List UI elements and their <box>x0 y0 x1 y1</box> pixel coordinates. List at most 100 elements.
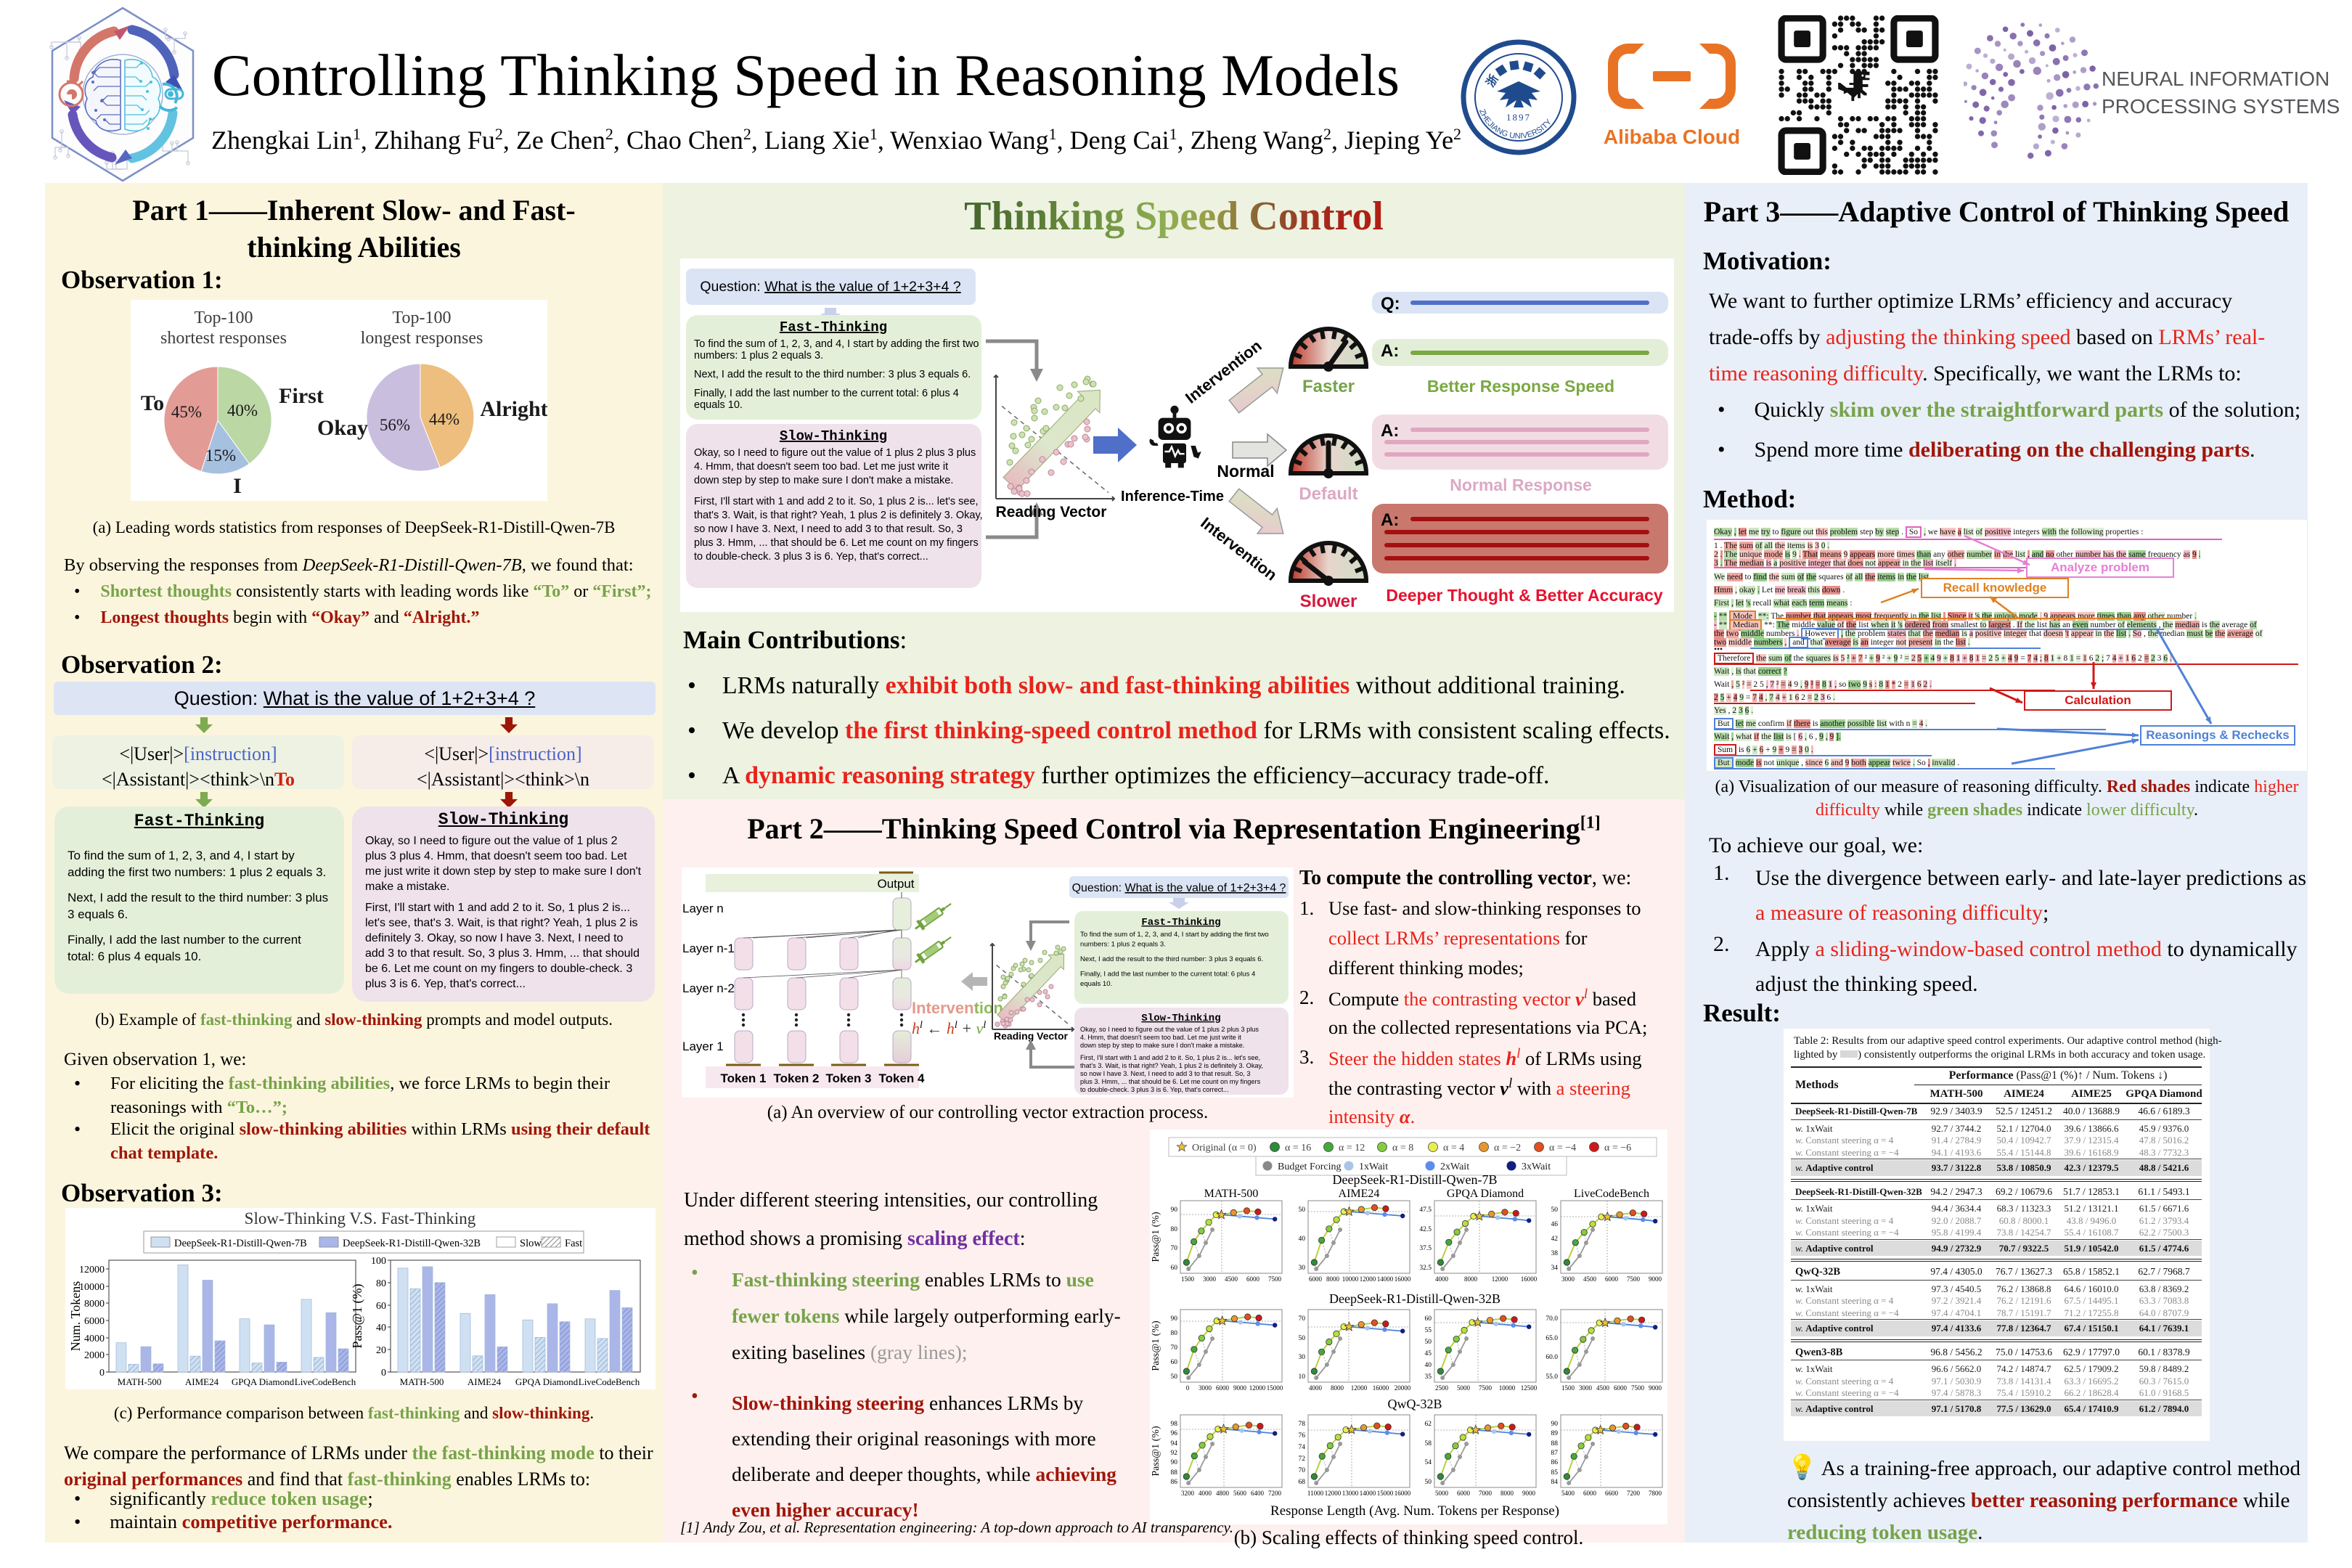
svg-text:to double-check. 3 plus 3 is 6: to double-check. 3 plus 3 is 6. Yep, tha… <box>694 551 928 563</box>
svg-text:4000: 4000 <box>1435 1275 1449 1283</box>
svg-text:14000: 14000 <box>1377 1275 1394 1283</box>
svg-text:0: 0 <box>1186 1384 1190 1392</box>
svg-text:14000: 14000 <box>1360 1490 1376 1497</box>
svg-text:Alright: Alright <box>480 397 547 421</box>
svg-text:38: 38 <box>1551 1250 1559 1257</box>
svg-text:4000: 4000 <box>1199 1490 1212 1497</box>
svg-text:1500: 1500 <box>1181 1275 1195 1283</box>
svg-text:plus 3. Hmm, ... that should b: plus 3. Hmm, ... that should be 6. Let m… <box>1080 1078 1261 1085</box>
svg-text:0: 0 <box>99 1368 105 1379</box>
svg-text:3000: 3000 <box>1199 1384 1212 1392</box>
svg-text:72: 72 <box>1299 1455 1306 1463</box>
svg-text:A:: A: <box>1381 510 1399 530</box>
svg-text:DeepSeek-R1-Distill-Qwen-32B: DeepSeek-R1-Distill-Qwen-32B <box>1329 1291 1500 1306</box>
svg-text:60: 60 <box>1171 1359 1178 1366</box>
svg-text:70: 70 <box>1299 1467 1306 1474</box>
svg-text:74: 74 <box>1299 1444 1306 1451</box>
svg-text:GPQA Diamond: GPQA Diamond <box>1447 1188 1524 1200</box>
svg-text:Q:: Q: <box>1381 294 1400 314</box>
svg-text:12000: 12000 <box>1325 1490 1342 1497</box>
svg-text:100: 100 <box>371 1256 386 1267</box>
svg-text:Finally, I add the last number: Finally, I add the last number to the cu… <box>694 388 959 399</box>
svg-text:Token 1: Token 1 <box>721 1071 767 1085</box>
svg-text:55: 55 <box>1425 1327 1432 1334</box>
svg-text:20: 20 <box>376 1345 386 1356</box>
svg-text:55.0: 55.0 <box>1545 1373 1558 1381</box>
svg-text:that's 3. Wait, is that right?: that's 3. Wait, is that right? Yeah, 1 p… <box>694 510 983 521</box>
svg-text:4500: 4500 <box>1596 1384 1610 1392</box>
svg-text:16000: 16000 <box>1395 1490 1411 1497</box>
svg-text:7500: 7500 <box>1268 1275 1282 1283</box>
svg-text:Next, I add the result to the: Next, I add the result to the third numb… <box>694 369 971 380</box>
svg-text:α = 4: α = 4 <box>1443 1143 1464 1153</box>
svg-text:Default: Default <box>1299 484 1357 504</box>
svg-text:Top-100: Top-100 <box>393 309 452 327</box>
svg-text:6000: 6000 <box>1457 1490 1471 1497</box>
svg-text:12000: 12000 <box>1360 1275 1376 1283</box>
svg-text:80: 80 <box>1171 1330 1178 1337</box>
svg-text:50: 50 <box>1551 1206 1559 1214</box>
svg-text:90: 90 <box>1171 1459 1178 1466</box>
svg-text:6600: 6600 <box>1605 1490 1619 1497</box>
svg-text:9000: 9000 <box>1233 1384 1247 1392</box>
svg-text:Question: What is the value of: Question: What is the value of 1+2+3+4 ? <box>1072 882 1286 894</box>
svg-text:AIME24: AIME24 <box>467 1376 502 1387</box>
svg-text:50: 50 <box>1299 1206 1306 1214</box>
svg-text:6000: 6000 <box>1309 1275 1323 1283</box>
svg-text:90: 90 <box>1171 1206 1178 1214</box>
svg-text:α = 12: α = 12 <box>1339 1143 1365 1153</box>
svg-text:Pass@1 (%): Pass@1 (%) <box>350 1283 365 1348</box>
svg-text:62: 62 <box>1425 1421 1432 1428</box>
svg-text:6400: 6400 <box>1251 1490 1265 1497</box>
svg-text:3000: 3000 <box>1561 1275 1575 1283</box>
svg-text:4. Hmm, that doesn't seem too: 4. Hmm, that doesn't seem too bad. Let m… <box>694 461 948 473</box>
svg-text:9000: 9000 <box>1649 1384 1662 1392</box>
svg-text:DeepSeek-R1-Distill-Qwen-7B: DeepSeek-R1-Distill-Qwen-7B <box>1333 1172 1498 1187</box>
svg-text:50: 50 <box>1171 1373 1178 1381</box>
svg-text:5400: 5400 <box>1561 1490 1575 1497</box>
svg-text:30: 30 <box>1299 1354 1306 1361</box>
svg-text:16000: 16000 <box>1373 1384 1389 1392</box>
svg-text:6000: 6000 <box>84 1316 105 1327</box>
svg-text:15000: 15000 <box>1267 1384 1283 1392</box>
svg-text:Fast-Thinking: Fast-Thinking <box>780 319 887 335</box>
svg-text:7800: 7800 <box>1649 1490 1662 1497</box>
svg-text:2xWait: 2xWait <box>1440 1161 1469 1172</box>
svg-text:Okay, so I need to figure out: Okay, so I need to figure out the value … <box>694 447 976 459</box>
svg-text:37.5: 37.5 <box>1419 1245 1432 1252</box>
svg-text:7000: 7000 <box>1479 1490 1493 1497</box>
svg-text:PROCESSING SYSTEMS: PROCESSING SYSTEMS <box>2102 95 2340 118</box>
svg-text:4000: 4000 <box>1309 1384 1323 1392</box>
svg-text:7200: 7200 <box>1627 1490 1641 1497</box>
svg-text:First: First <box>279 384 324 408</box>
svg-text:Pass@1 (%): Pass@1 (%) <box>1151 1320 1161 1371</box>
svg-text:80: 80 <box>376 1278 386 1289</box>
svg-text:10000: 10000 <box>1499 1384 1516 1392</box>
svg-text:4000: 4000 <box>84 1334 105 1344</box>
svg-text:90: 90 <box>1551 1421 1559 1428</box>
svg-text:numbers: 1 plus 2 equals 3.: numbers: 1 plus 2 equals 3. <box>1080 941 1166 949</box>
svg-text:44%: 44% <box>429 410 460 428</box>
svg-text:6000: 6000 <box>1583 1490 1597 1497</box>
svg-text:89: 89 <box>1551 1430 1559 1437</box>
svg-text:6000: 6000 <box>1246 1275 1260 1283</box>
svg-text:Layer n-2: Layer n-2 <box>682 981 735 995</box>
svg-text:8000: 8000 <box>1331 1384 1344 1392</box>
svg-text:Layer n: Layer n <box>682 902 724 915</box>
svg-text:Better Response Speed: Better Response Speed <box>1427 377 1614 396</box>
svg-text:7500: 7500 <box>1631 1384 1645 1392</box>
svg-text:3000: 3000 <box>1203 1275 1217 1283</box>
svg-text:that's 3. Wait, is that right?: that's 3. Wait, is that right? Yeah, 1 p… <box>1080 1062 1263 1069</box>
svg-text:12500: 12500 <box>1521 1384 1538 1392</box>
svg-text:3000: 3000 <box>1579 1384 1593 1392</box>
svg-text:7500: 7500 <box>1479 1384 1493 1392</box>
svg-text:Normal Response: Normal Response <box>1450 475 1592 494</box>
svg-text:12000: 12000 <box>1492 1275 1508 1283</box>
svg-text:32.5: 32.5 <box>1419 1265 1432 1272</box>
svg-text:50: 50 <box>1425 1479 1432 1486</box>
svg-text:equals 10.: equals 10. <box>694 399 743 411</box>
svg-text:hl ← hl + vl: hl ← hl + vl <box>912 1019 986 1037</box>
svg-text:4800: 4800 <box>1216 1490 1230 1497</box>
svg-text:15000: 15000 <box>1377 1490 1394 1497</box>
svg-text:To find the sum of 1, 2, 3, an: To find the sum of 1, 2, 3, and 4, I sta… <box>694 338 979 350</box>
